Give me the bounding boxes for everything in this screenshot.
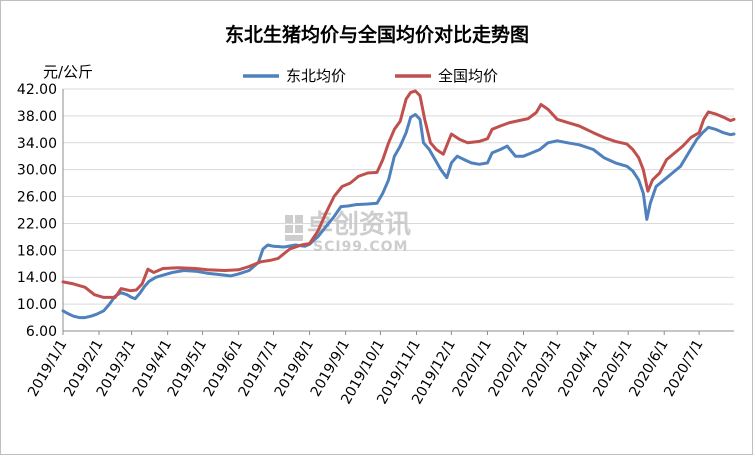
series-layer <box>61 89 736 320</box>
y-tick-label: 34.00 <box>17 136 57 152</box>
grid-lines <box>62 88 734 332</box>
y-tick-label: 26.00 <box>17 190 57 206</box>
y-tick-label: 18.00 <box>17 243 57 259</box>
legend: 东北均价 全国均价 <box>243 67 498 85</box>
y-tick-label: 42.00 <box>17 82 57 98</box>
watermark: 卓创资讯 SCI99.COM <box>285 210 411 255</box>
y-axis-unit: 元/公斤 <box>43 63 93 81</box>
y-tick-label: 30.00 <box>17 163 57 179</box>
y-tick-label: 14.00 <box>17 270 57 286</box>
legend-label-northeast: 东北均价 <box>286 67 346 85</box>
y-tick-label: 6.00 <box>26 324 57 340</box>
chart-title: 东北生猪均价与全国均价对比走势图 <box>225 23 529 46</box>
watermark-text: 卓创资讯 <box>307 210 411 240</box>
y-tick-label: 38.00 <box>17 109 57 125</box>
y-tick-label: 10.00 <box>17 297 57 313</box>
sci99-logo-icon <box>285 215 303 241</box>
y-axis-ticks: 6.00 10.00 14.00 18.00 22.00 26.00 30.00 34.00 3… <box>17 82 57 340</box>
series-line-0 <box>61 113 736 320</box>
legend-label-national: 全国均价 <box>438 67 498 85</box>
y-tick-label: 22.00 <box>17 216 57 232</box>
watermark-subtext: SCI99.COM <box>313 239 408 255</box>
x-axis-ticks: 2019/1/12019/2/12019/3/12019/4/12019/5/1… <box>25 331 707 407</box>
series-line-1 <box>61 89 736 299</box>
